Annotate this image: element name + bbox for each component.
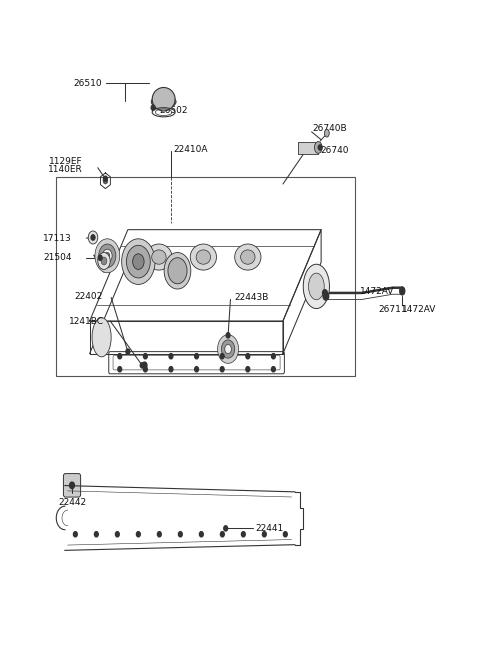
Circle shape — [140, 363, 144, 368]
Circle shape — [246, 367, 250, 372]
Circle shape — [101, 257, 107, 265]
Text: 22410A: 22410A — [173, 145, 208, 154]
Circle shape — [323, 292, 329, 300]
Circle shape — [142, 362, 147, 369]
Text: 1241BC: 1241BC — [69, 317, 104, 326]
Circle shape — [103, 250, 112, 262]
Circle shape — [151, 105, 155, 110]
Ellipse shape — [151, 96, 176, 108]
Ellipse shape — [324, 129, 329, 137]
Bar — [56, 178, 355, 377]
Circle shape — [169, 367, 173, 372]
Circle shape — [169, 354, 173, 359]
Circle shape — [220, 367, 224, 372]
Circle shape — [225, 345, 231, 354]
Circle shape — [73, 532, 77, 537]
Ellipse shape — [190, 244, 216, 270]
Ellipse shape — [240, 250, 255, 264]
Text: 22402: 22402 — [74, 291, 103, 301]
Circle shape — [99, 244, 116, 267]
Ellipse shape — [146, 244, 172, 270]
Text: 26510: 26510 — [73, 79, 102, 88]
Circle shape — [121, 239, 155, 284]
Ellipse shape — [196, 250, 211, 264]
Text: 22443B: 22443B — [234, 293, 269, 302]
Circle shape — [103, 178, 108, 184]
Circle shape — [400, 288, 405, 295]
Circle shape — [221, 340, 235, 358]
Circle shape — [220, 532, 224, 537]
Circle shape — [224, 526, 228, 531]
Circle shape — [95, 239, 120, 272]
Circle shape — [88, 231, 98, 244]
Ellipse shape — [314, 141, 322, 153]
Circle shape — [98, 255, 102, 260]
Bar — [298, 142, 318, 154]
Circle shape — [126, 349, 130, 354]
Circle shape — [283, 532, 287, 537]
Circle shape — [199, 532, 203, 537]
Circle shape — [144, 354, 147, 359]
Text: 21504: 21504 — [44, 253, 72, 262]
Ellipse shape — [152, 88, 175, 111]
Circle shape — [144, 367, 147, 372]
Circle shape — [70, 483, 74, 488]
Circle shape — [318, 145, 322, 150]
Text: 1472AV: 1472AV — [402, 305, 437, 314]
Text: 1472AV: 1472AV — [360, 287, 395, 296]
Circle shape — [70, 482, 74, 489]
Ellipse shape — [152, 250, 166, 264]
Circle shape — [132, 253, 144, 269]
Text: 26502: 26502 — [159, 106, 187, 115]
Circle shape — [126, 246, 150, 278]
Circle shape — [400, 287, 405, 293]
Circle shape — [272, 354, 276, 359]
Circle shape — [98, 252, 110, 269]
Circle shape — [226, 333, 230, 338]
Circle shape — [246, 354, 250, 359]
Circle shape — [105, 252, 110, 259]
Text: 1129EF: 1129EF — [49, 157, 83, 166]
Ellipse shape — [303, 264, 329, 309]
Circle shape — [220, 354, 224, 359]
Circle shape — [263, 532, 266, 537]
FancyBboxPatch shape — [63, 474, 81, 497]
Circle shape — [157, 532, 161, 537]
Text: 22441: 22441 — [255, 524, 284, 533]
Text: 26740B: 26740B — [312, 124, 347, 133]
Circle shape — [95, 532, 98, 537]
Circle shape — [323, 290, 327, 296]
Ellipse shape — [235, 244, 261, 270]
Circle shape — [195, 354, 199, 359]
Circle shape — [272, 367, 276, 372]
Circle shape — [179, 532, 182, 537]
Circle shape — [136, 532, 140, 537]
Circle shape — [91, 235, 95, 240]
Circle shape — [168, 257, 187, 284]
Text: 22442: 22442 — [58, 498, 86, 507]
Circle shape — [118, 367, 121, 372]
Text: 26711: 26711 — [378, 305, 407, 314]
Circle shape — [195, 367, 199, 372]
Circle shape — [116, 532, 119, 537]
Circle shape — [118, 354, 121, 359]
Circle shape — [164, 252, 191, 289]
Circle shape — [91, 235, 95, 240]
Text: 17113: 17113 — [43, 234, 72, 243]
Circle shape — [217, 335, 239, 364]
Ellipse shape — [92, 318, 111, 357]
Circle shape — [104, 176, 108, 181]
Text: 1140ER: 1140ER — [48, 165, 83, 174]
Ellipse shape — [309, 273, 324, 300]
Text: 26740: 26740 — [320, 146, 348, 155]
Circle shape — [241, 532, 245, 537]
